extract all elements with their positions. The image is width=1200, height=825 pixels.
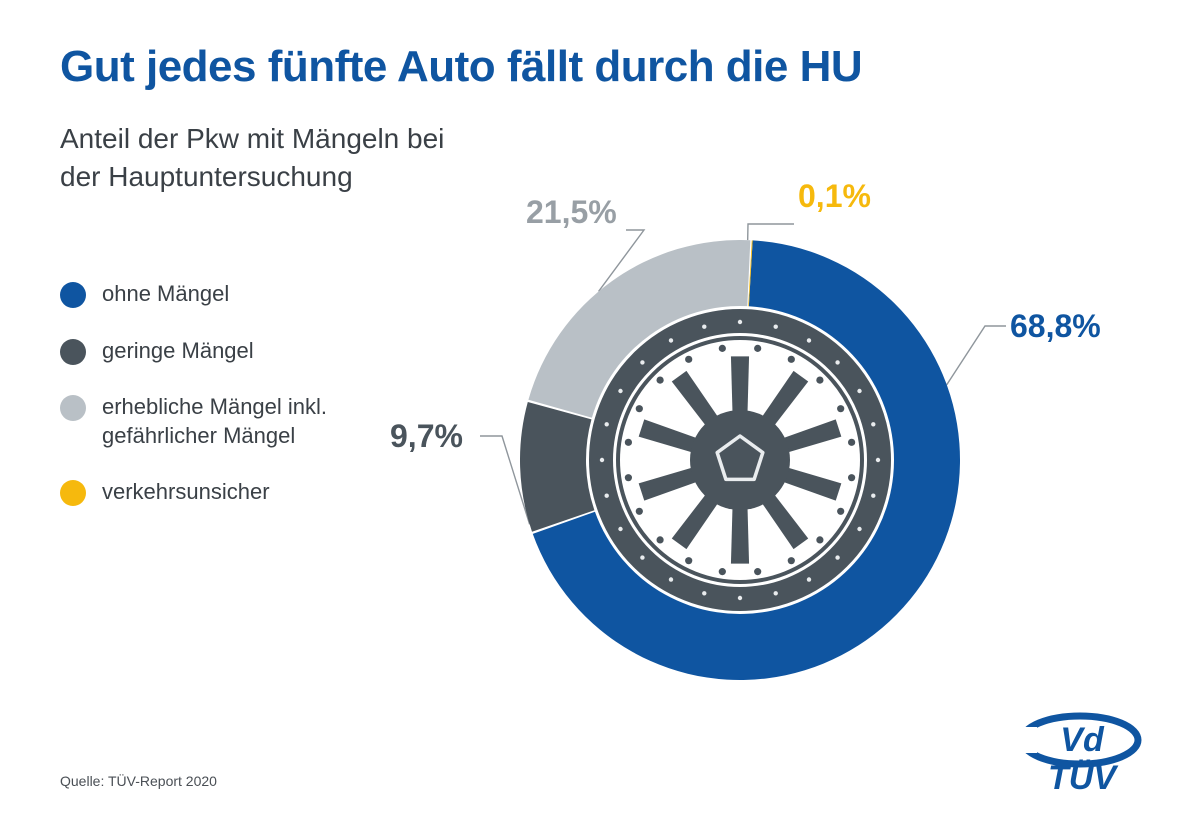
vdtuev-logo: Vd TÜV (1012, 707, 1152, 797)
legend-label: verkehrsunsicher (102, 478, 270, 507)
legend-swatch (60, 480, 86, 506)
callout-erhebliche-maengel: 21,5% (526, 194, 617, 231)
legend-swatch (60, 282, 86, 308)
source-text: Quelle: TÜV-Report 2020 (60, 773, 217, 789)
callout-verkehrsunsicher: 0,1% (798, 178, 871, 215)
legend-item: erhebliche Mängel inkl. gefährlicher Män… (60, 393, 362, 450)
legend-item: geringe Mängel (60, 337, 362, 366)
infographic-page: Gut jedes fünfte Auto fällt durch die HU… (0, 0, 1200, 825)
logo-tuv-text: TÜV (1048, 759, 1119, 797)
legend-label: geringe Mängel (102, 337, 254, 366)
chart-area: 68,8% 9,7% 21,5% 0,1% (420, 180, 1140, 740)
legend-swatch (60, 395, 86, 421)
legend-swatch (60, 339, 86, 365)
wheel-icon (589, 309, 891, 611)
legend-label: erhebliche Mängel inkl. gefährlicher Män… (102, 393, 362, 450)
legend-item: verkehrsunsicher (60, 478, 362, 507)
logo-vd-text: Vd (1060, 721, 1105, 759)
legend-item: ohne Mängel (60, 280, 362, 309)
callout-geringe-maengel: 9,7% (390, 418, 463, 455)
donut-slice (520, 402, 594, 532)
callout-ohne-maengel: 68,8% (1010, 308, 1101, 345)
legend: ohne Mängel geringe Mängel erhebliche Mäng… (60, 280, 362, 535)
page-title: Gut jedes fünfte Auto fällt durch die HU (60, 42, 1140, 92)
legend-label: ohne Mängel (102, 280, 229, 309)
